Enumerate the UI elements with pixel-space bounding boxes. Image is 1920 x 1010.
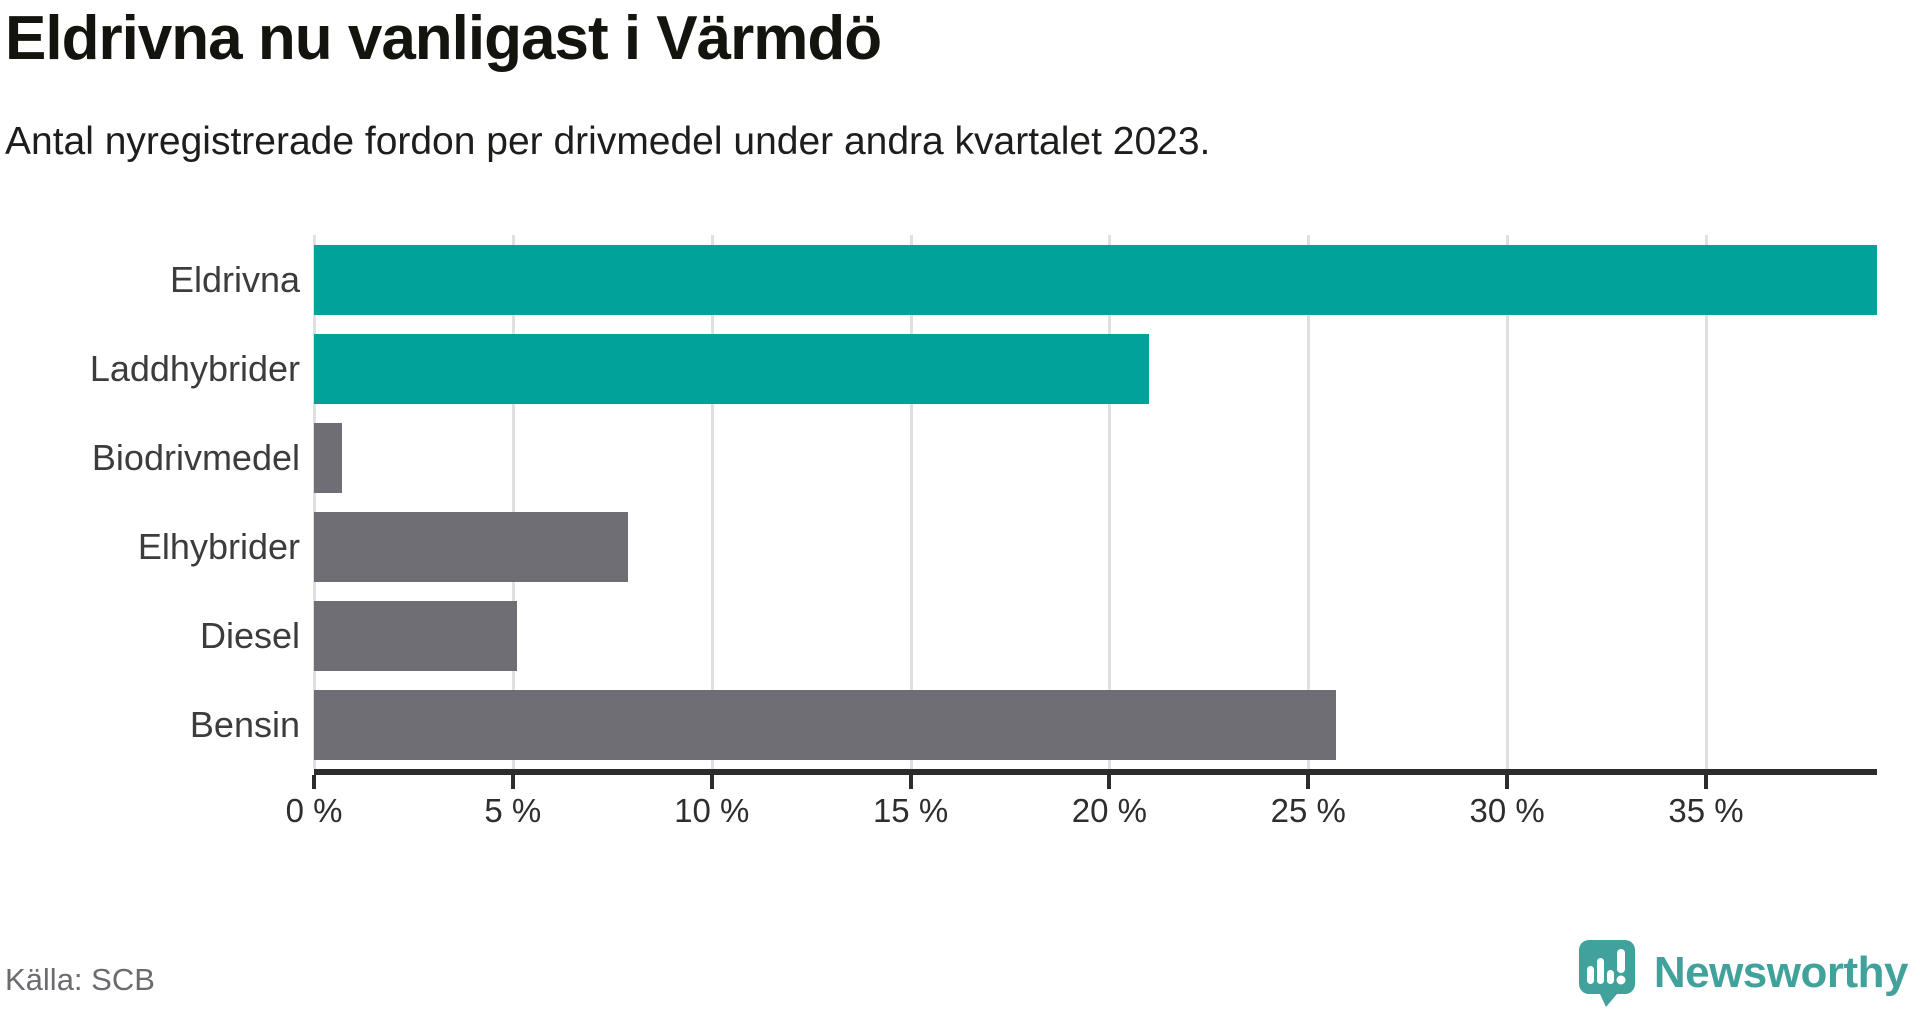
x-tick-label-20: 20 % [1071, 792, 1148, 829]
category-label-bensin: Bensin [189, 703, 300, 745]
x-tick-15 [908, 775, 913, 789]
plot-area: 0 % 5 % 10 % 15 % 20 % 25 % 30 % 35 % [286, 235, 1877, 829]
x-tick-35 [1703, 775, 1708, 789]
bar-diesel [314, 600, 517, 671]
gridline-25 [1307, 235, 1311, 769]
bar-elhybrider [314, 511, 629, 582]
x-tick-30 [1505, 775, 1510, 789]
x-tick-label-10: 10 % [674, 792, 750, 829]
x-tick-0 [312, 775, 316, 789]
category-label-eldrivna: Eldrivna [169, 258, 300, 300]
x-tick-label-25: 25 % [1270, 792, 1346, 829]
x-tick-label-5: 5 % [484, 792, 542, 829]
bar-biodrivmedel [314, 422, 342, 493]
category-label-laddhybrider: Laddhybrider [89, 347, 300, 389]
x-tick-label-35: 35 % [1668, 792, 1744, 829]
chart-subtitle: Antal nyregistrerade fordon per drivmede… [5, 120, 1211, 163]
x-tick-25 [1306, 775, 1311, 789]
category-label-elhybrider: Elhybrider [137, 525, 300, 567]
x-axis-line [314, 769, 1877, 775]
x-tick-label-30: 30 % [1469, 792, 1545, 829]
chart-title: Eldrivna nu vanligast i Värmdö [5, 4, 882, 73]
x-tick-label-0: 0 % [285, 792, 343, 829]
gridline-30 [1506, 235, 1510, 769]
bar-laddhybrider [314, 333, 1150, 404]
newsworthy-logo-text: Newsworthy [1653, 948, 1909, 997]
newsworthy-logo: Newsworthy [1576, 938, 1909, 1008]
gridline-0 [313, 235, 316, 769]
x-tick-5 [510, 775, 515, 789]
newsworthy-bubble-chart-icon [1576, 938, 1638, 1008]
category-labels: Eldrivna Laddhybrider Biodrivmedel Elhybrid… [0, 235, 300, 769]
source-note: Källa: SCB [5, 962, 155, 997]
x-tick-20 [1107, 775, 1112, 789]
category-label-biodrivmedel: Biodrivmedel [91, 436, 300, 478]
gridline-20 [1108, 235, 1112, 769]
gridline-5 [511, 235, 515, 769]
gridline-35 [1704, 235, 1708, 769]
category-label-diesel: Diesel [199, 614, 300, 656]
bar-eldrivna [314, 244, 1877, 315]
bar-bensin [314, 689, 1337, 760]
x-tick-10 [709, 775, 714, 789]
gridline-15 [909, 235, 913, 769]
gridline-10 [710, 235, 714, 769]
x-tick-label-15: 15 % [872, 792, 949, 829]
